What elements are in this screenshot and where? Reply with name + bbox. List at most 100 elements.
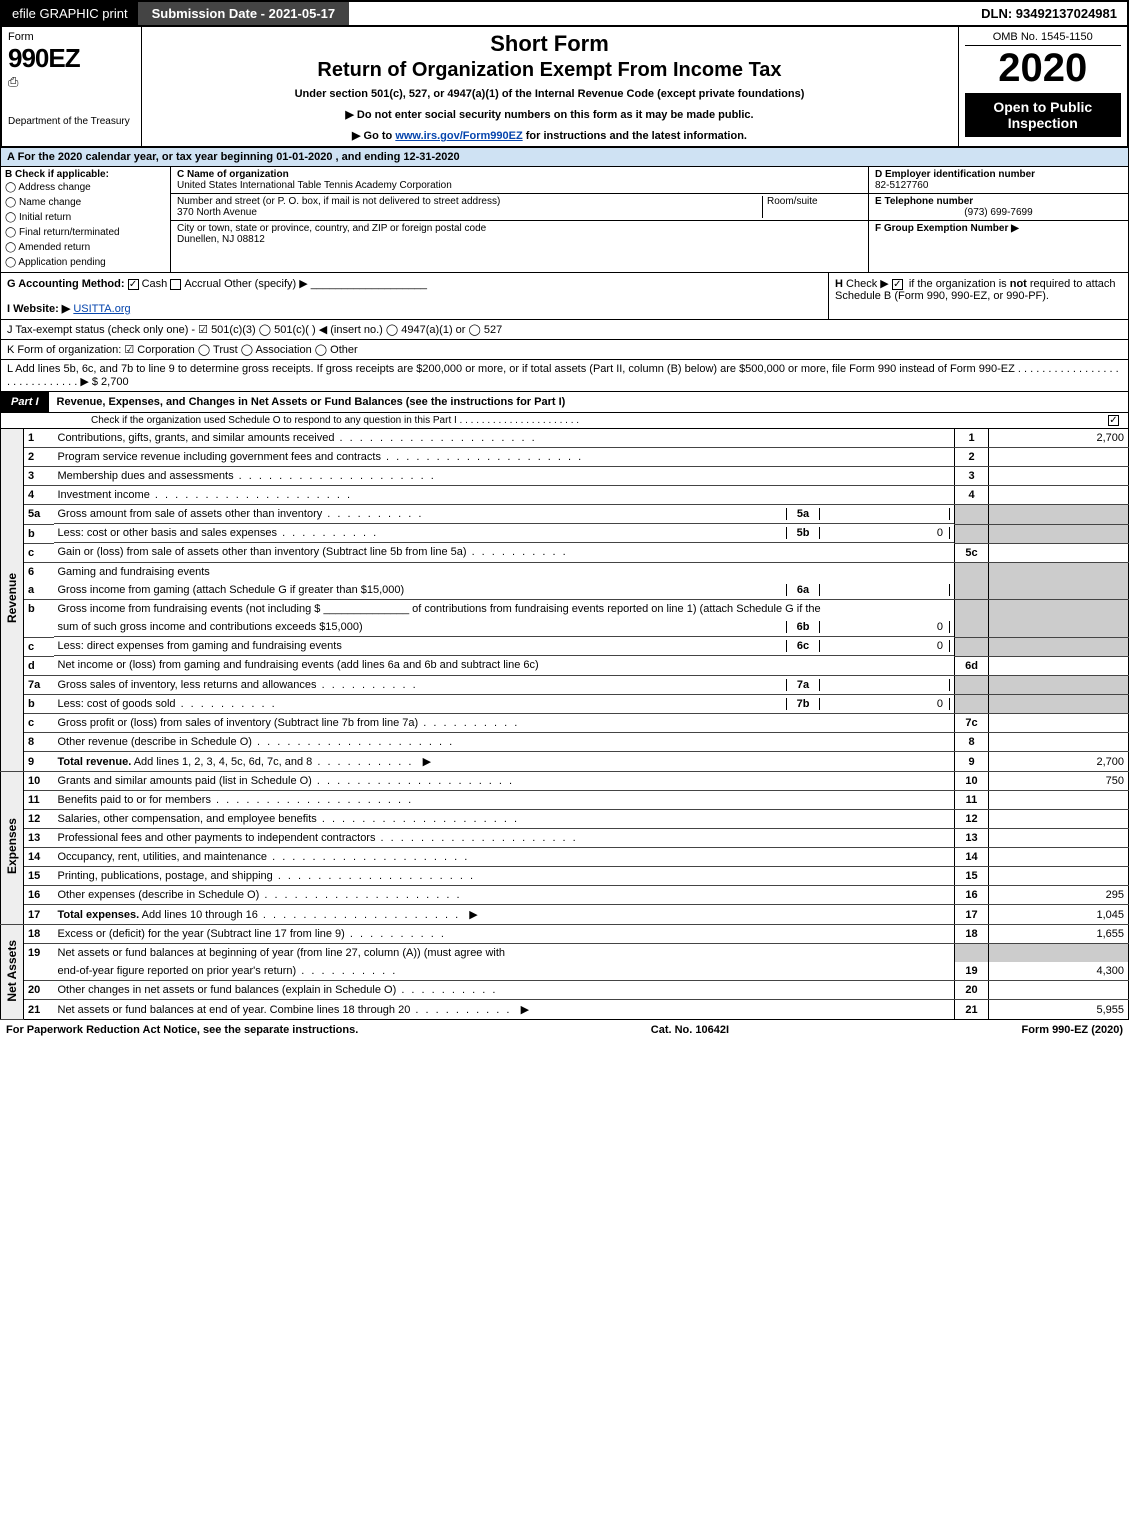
val-21: 5,955 bbox=[989, 1000, 1129, 1020]
phone: (973) 699-7699 bbox=[875, 207, 1122, 218]
val-17: 1,045 bbox=[989, 905, 1129, 925]
title-return: Return of Organization Exempt From Incom… bbox=[150, 59, 950, 82]
website-link[interactable]: USITTA.org bbox=[73, 303, 130, 315]
row-4: 4 Investment income 4 bbox=[1, 486, 1129, 505]
val-18: 1,655 bbox=[989, 925, 1129, 944]
vtab-netassets: Net Assets bbox=[5, 940, 19, 1002]
line-h: H Check ▶ if the organization is not req… bbox=[828, 273, 1128, 319]
opt-name-change[interactable]: ◯ Name change bbox=[5, 195, 166, 210]
goto-instruction: ▶ Go to www.irs.gov/Form990EZ for instru… bbox=[150, 129, 950, 142]
cash-check[interactable] bbox=[128, 279, 139, 290]
col-c: C Name of organization United States Int… bbox=[171, 167, 868, 272]
g-label: G Accounting Method: bbox=[7, 278, 125, 290]
row-6d: d Net income or (loss) from gaming and f… bbox=[1, 656, 1129, 675]
part1-schedo-check[interactable] bbox=[1108, 415, 1119, 426]
part1-sub: Check if the organization used Schedule … bbox=[0, 413, 1129, 429]
row-6c: c Less: direct expenses from gaming and … bbox=[1, 637, 1129, 656]
row-19a: 19 Net assets or fund balances at beginn… bbox=[1, 944, 1129, 963]
street: 370 North Avenue bbox=[177, 207, 257, 218]
row-21: 21 Net assets or fund balances at end of… bbox=[1, 1000, 1129, 1020]
vtab-expenses: Expenses bbox=[5, 818, 19, 874]
tax-year: 2020 bbox=[965, 46, 1122, 91]
omb-number: OMB No. 1545-1150 bbox=[965, 31, 1122, 46]
f-label: F Group Exemption Number ▶ bbox=[875, 223, 1019, 234]
accrual-check[interactable] bbox=[170, 279, 181, 290]
row-2: 2 Program service revenue including gove… bbox=[1, 448, 1129, 467]
vtab-revenue: Revenue bbox=[5, 573, 19, 623]
subtitle: Under section 501(c), 527, or 4947(a)(1)… bbox=[150, 88, 950, 100]
line-l: L Add lines 5b, 6c, and 7b to line 9 to … bbox=[0, 360, 1129, 392]
footer-left: For Paperwork Reduction Act Notice, see … bbox=[6, 1024, 358, 1036]
dln: DLN: 93492137024981 bbox=[971, 2, 1127, 25]
line-j: J Tax-exempt status (check only one) - ☑… bbox=[0, 320, 1129, 340]
row-7c: c Gross profit or (loss) from sales of i… bbox=[1, 714, 1129, 733]
row-16: 16Other expenses (describe in Schedule O… bbox=[1, 886, 1129, 905]
row-3: 3 Membership dues and assessments 3 bbox=[1, 467, 1129, 486]
c-label: C Name of organization bbox=[177, 169, 289, 180]
irs-link[interactable]: www.irs.gov/Form990EZ bbox=[395, 130, 522, 142]
footer-right: Form 990-EZ (2020) bbox=[1022, 1024, 1124, 1036]
submission-date: Submission Date - 2021-05-17 bbox=[138, 2, 350, 25]
room-suite: Room/suite bbox=[762, 196, 862, 218]
row-15: 15Printing, publications, postage, and s… bbox=[1, 867, 1129, 886]
form-number: 990EZ bbox=[8, 43, 135, 74]
row-20: 20 Other changes in net assets or fund b… bbox=[1, 981, 1129, 1000]
org-name: United States International Table Tennis… bbox=[177, 180, 452, 191]
dept-treasury: Department of the Treasury bbox=[8, 116, 135, 127]
row-7b: b Less: cost of goods sold 7b 0 bbox=[1, 695, 1129, 714]
row-19b: end-of-year figure reported on prior yea… bbox=[1, 962, 1129, 981]
row-5c: c Gain or (loss) from sale of assets oth… bbox=[1, 543, 1129, 562]
form-header: Form 990EZ ⎙ Department of the Treasury … bbox=[0, 27, 1129, 148]
opt-amended[interactable]: ◯ Amended return bbox=[5, 240, 166, 255]
opt-address-change[interactable]: ◯ Address change bbox=[5, 180, 166, 195]
i-label: I Website: ▶ bbox=[7, 303, 70, 315]
part1-header: Part I Revenue, Expenses, and Changes in… bbox=[0, 392, 1129, 413]
val-10: 750 bbox=[989, 772, 1129, 791]
row-7a: 7a Gross sales of inventory, less return… bbox=[1, 675, 1129, 695]
part1-tab: Part I bbox=[1, 392, 49, 412]
efile-label[interactable]: efile GRAPHIC print bbox=[2, 2, 138, 25]
row-gh: G Accounting Method: Cash Accrual Other … bbox=[0, 273, 1129, 320]
row-9: 9 Total revenue. Add lines 1, 2, 3, 4, 5… bbox=[1, 752, 1129, 772]
val-9: 2,700 bbox=[989, 752, 1129, 772]
open-public: Open to Public Inspection bbox=[965, 93, 1122, 137]
row-6a: a Gross income from gaming (attach Sched… bbox=[1, 581, 1129, 600]
row-6: 6 Gaming and fundraising events bbox=[1, 562, 1129, 581]
h-check[interactable] bbox=[892, 279, 903, 290]
main-table: Revenue 1 Contributions, gifts, grants, … bbox=[0, 429, 1129, 1020]
form-label: Form bbox=[8, 31, 135, 43]
city: Dunellen, NJ 08812 bbox=[177, 234, 265, 245]
row-10: Expenses 10 Grants and similar amounts p… bbox=[1, 772, 1129, 791]
val-19: 4,300 bbox=[989, 962, 1129, 981]
row-5a: 5a Gross amount from sale of assets othe… bbox=[1, 505, 1129, 525]
row-11: 11Benefits paid to or for members11 bbox=[1, 791, 1129, 810]
footer: For Paperwork Reduction Act Notice, see … bbox=[0, 1020, 1129, 1040]
ein: 82-5127760 bbox=[875, 180, 928, 191]
b-label: B Check if applicable: bbox=[5, 169, 166, 180]
city-label: City or town, state or province, country… bbox=[177, 223, 486, 234]
row-14: 14Occupancy, rent, utilities, and mainte… bbox=[1, 848, 1129, 867]
e-label: E Telephone number bbox=[875, 196, 973, 207]
col-b: B Check if applicable: ◯ Address change … bbox=[1, 167, 171, 272]
row-18: Net Assets 18 Excess or (deficit) for th… bbox=[1, 925, 1129, 944]
row-8: 8 Other revenue (describe in Schedule O)… bbox=[1, 733, 1129, 752]
val-1: 2,700 bbox=[989, 429, 1129, 448]
addr-label: Number and street (or P. O. box, if mail… bbox=[177, 196, 500, 207]
row-5b: b Less: cost or other basis and sales ex… bbox=[1, 524, 1129, 543]
col-de: D Employer identification number 82-5127… bbox=[868, 167, 1128, 272]
line-a: A For the 2020 calendar year, or tax yea… bbox=[0, 148, 1129, 167]
title-short-form: Short Form bbox=[150, 31, 950, 57]
val-16: 295 bbox=[989, 886, 1129, 905]
ssn-warning: ▶ Do not enter social security numbers o… bbox=[150, 108, 950, 121]
line-k: K Form of organization: ☑ Corporation ◯ … bbox=[0, 340, 1129, 360]
row-6b2: sum of such gross income and contributio… bbox=[1, 618, 1129, 637]
row-6b1: b Gross income from fundraising events (… bbox=[1, 600, 1129, 619]
opt-initial-return[interactable]: ◯ Initial return bbox=[5, 210, 166, 225]
row-1: Revenue 1 Contributions, gifts, grants, … bbox=[1, 429, 1129, 448]
top-bar: efile GRAPHIC print Submission Date - 20… bbox=[0, 0, 1129, 27]
footer-mid: Cat. No. 10642I bbox=[651, 1024, 729, 1036]
opt-final-return[interactable]: ◯ Final return/terminated bbox=[5, 225, 166, 240]
section-bcdef: B Check if applicable: ◯ Address change … bbox=[0, 167, 1129, 273]
row-12: 12Salaries, other compensation, and empl… bbox=[1, 810, 1129, 829]
opt-pending[interactable]: ◯ Application pending bbox=[5, 255, 166, 270]
